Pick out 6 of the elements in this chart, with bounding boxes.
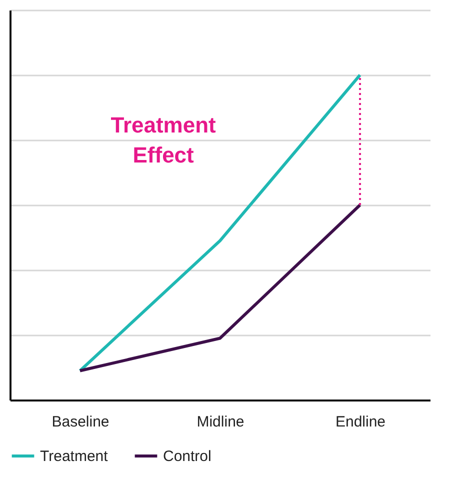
x-tick-label: Midline: [196, 414, 244, 430]
legend-label: Treatment: [40, 448, 109, 465]
legend-label: Control: [163, 448, 212, 465]
x-tick-label: Endline: [335, 414, 386, 430]
x-tick-label: Baseline: [52, 414, 110, 430]
annotation: Treatment Effect: [110, 112, 217, 168]
